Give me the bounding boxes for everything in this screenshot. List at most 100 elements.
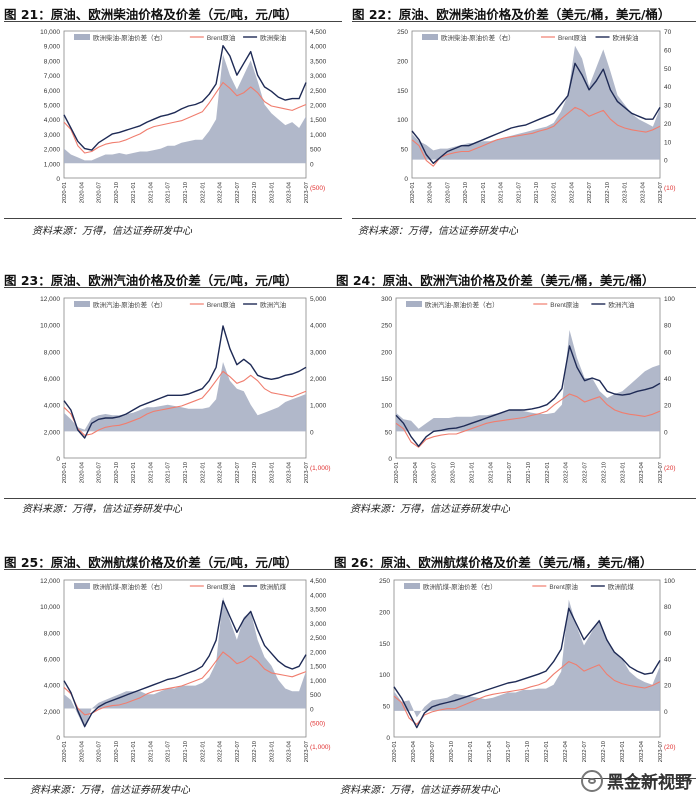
x-tick-label: 2020-04 xyxy=(79,740,85,762)
y-right-tick-label: 60 xyxy=(664,349,672,356)
source-rule xyxy=(352,218,696,219)
legend-label-spread: 欧洲柴油-原油价差（右） xyxy=(441,33,515,42)
series-line-product xyxy=(411,62,661,164)
x-tick-label: 2022-04 xyxy=(218,740,224,762)
y-left-tick-label: 0 xyxy=(386,735,390,742)
x-tick-label: 2022-10 xyxy=(601,462,607,483)
legend-label-product: 欧洲航煤 xyxy=(260,582,287,591)
y-right-tick-label: 0 xyxy=(664,429,668,436)
figure-title: 图 25：原油、欧洲航煤价格及价差（元/吨，元/吨） xyxy=(4,555,298,568)
x-tick-label: 2023-01 xyxy=(269,741,275,762)
x-tick-label: 2020-04 xyxy=(79,181,85,203)
y-right-tick-label: 20 xyxy=(664,403,672,410)
series-line-product xyxy=(63,45,307,151)
legend-label-brent: Brent原油 xyxy=(549,582,578,591)
y-right-tick-label: 4,500 xyxy=(310,29,327,36)
chart-fig24: 0 50 100 150 200 250 300 (20) 0 20 40 60 80 100 2020-0… xyxy=(381,296,675,483)
x-tick-label: 2021-07 xyxy=(507,462,513,483)
series-line-product xyxy=(63,600,307,728)
x-tick-label: 2021-01 xyxy=(131,741,137,762)
y-right-tick-label: 50 xyxy=(664,66,672,73)
x-tick-label: 2023-07 xyxy=(304,462,310,483)
source-rule xyxy=(4,498,342,499)
x-tick-label: 2023-07 xyxy=(658,462,664,483)
y-left-tick-label: 6,000 xyxy=(44,88,61,95)
series-line-brent xyxy=(63,81,307,154)
y-left-tick-label: 300 xyxy=(381,296,392,303)
plot-frame xyxy=(395,297,661,459)
x-tick-label: 2021-07 xyxy=(166,741,172,762)
y-right-tick-label: 1,000 xyxy=(310,403,327,410)
source-rule xyxy=(334,778,696,779)
y-left-tick-label: 250 xyxy=(379,578,390,585)
source-rule xyxy=(4,778,342,779)
x-tick-label: 2020-07 xyxy=(97,182,103,203)
source-note: 资料来源：万得，信达证券研发中心 xyxy=(22,504,182,515)
legend-label-product: 欧洲航煤 xyxy=(608,582,635,591)
y-right-tick-label: 2,500 xyxy=(310,635,327,642)
chart-fig21: 0 1,000 2,000 3,000 4,000 5,000 6,000 7,000 8,00… xyxy=(40,29,327,203)
x-tick-label: 2021-10 xyxy=(183,462,189,483)
x-tick-label: 2020-07 xyxy=(97,741,103,762)
x-tick-label: 2023-01 xyxy=(620,462,626,483)
legend-label-brent: Brent原油 xyxy=(550,300,579,309)
legend-label-product: 欧洲汽油 xyxy=(608,300,634,309)
title-rule xyxy=(352,21,696,22)
x-tick-label: 2020-01 xyxy=(392,741,398,762)
x-tick-label: 2023-04 xyxy=(639,461,645,483)
x-tick-label: 2020-07 xyxy=(445,182,451,203)
x-tick-label: 2022-07 xyxy=(587,182,593,203)
source-note: 资料来源：万得，信达证券研发中心 xyxy=(358,226,518,237)
y-right-tick-label: 60 xyxy=(664,47,672,54)
y-left-tick-label: 0 xyxy=(56,176,60,183)
series-area-spread xyxy=(64,362,306,432)
y-left-tick-label: 4,000 xyxy=(44,683,61,690)
legend-swatch-spread xyxy=(422,34,438,40)
y-right-tick-label: 4,000 xyxy=(310,323,327,330)
y-right-tick-label: 4,500 xyxy=(310,578,327,585)
y-left-tick-label: 9,000 xyxy=(44,44,61,51)
chart-fig25: 0 2,000 4,000 6,000 8,000 10,000 12,000 (1,000)… xyxy=(40,578,331,762)
y-right-tick-label: 0 xyxy=(310,161,314,168)
x-tick-label: 2022-07 xyxy=(583,462,589,483)
x-tick-label: 2021-10 xyxy=(183,741,189,762)
legend-label-brent: Brent原油 xyxy=(207,33,236,42)
plot-frame xyxy=(63,579,307,738)
x-tick-label: 2021-01 xyxy=(468,741,474,762)
y-left-tick-label: 150 xyxy=(379,641,390,648)
y-left-tick-label: 0 xyxy=(56,735,60,742)
x-tick-label: 2021-10 xyxy=(183,182,189,203)
x-tick-label: 2021-07 xyxy=(166,182,172,203)
y-left-tick-label: 12,000 xyxy=(40,578,60,585)
y-right-tick-label: 3,000 xyxy=(310,621,327,628)
y-right-tick-label: (1,000) xyxy=(310,465,331,472)
figure-23: 图 23：原油、欧洲汽油价格及价差（元/吨，元/吨） 0 2,000 4,000 6,… xyxy=(4,270,342,516)
x-tick-label: 2021-01 xyxy=(469,462,475,483)
x-tick-label: 2020-10 xyxy=(114,182,120,203)
y-left-tick-label: 8,000 xyxy=(44,58,61,65)
x-tick-label: 2022-10 xyxy=(601,741,607,762)
x-tick-label: 2020-04 xyxy=(428,181,434,203)
y-left-tick-label: 200 xyxy=(381,349,392,356)
legend-label-spread: 欧洲汽油-原油价差（右） xyxy=(425,300,499,309)
y-right-tick-label: 3,500 xyxy=(310,58,327,65)
title-rule xyxy=(334,569,696,570)
y-left-tick-label: 7,000 xyxy=(44,73,61,80)
y-left-tick-label: 0 xyxy=(388,456,392,463)
y-left-tick-label: 10,000 xyxy=(40,604,60,611)
legend-label-product: 欧洲柴油 xyxy=(613,33,639,42)
source-rule xyxy=(336,498,696,499)
figure-24: 图 24：原油、欧洲汽油价格及价差（美元/桶，美元/桶） 0 50 100 150 20… xyxy=(336,270,696,516)
series-area-spread xyxy=(394,599,660,718)
y-left-tick-label: 2,000 xyxy=(44,429,61,436)
y-right-tick-label: 3,000 xyxy=(310,349,327,356)
series-line-brent xyxy=(63,651,307,716)
y-left-tick-label: 2,000 xyxy=(44,147,61,154)
source-rule xyxy=(4,218,342,219)
y-left-tick-label: 50 xyxy=(401,147,409,154)
y-right-tick-label: 5,000 xyxy=(310,296,327,303)
source-note: 资料来源：万得，信达证券研发中心 xyxy=(30,785,190,796)
x-tick-label: 2021-07 xyxy=(506,741,512,762)
x-tick-label: 2021-04 xyxy=(487,740,493,762)
x-tick-label: 2022-10 xyxy=(252,462,258,483)
